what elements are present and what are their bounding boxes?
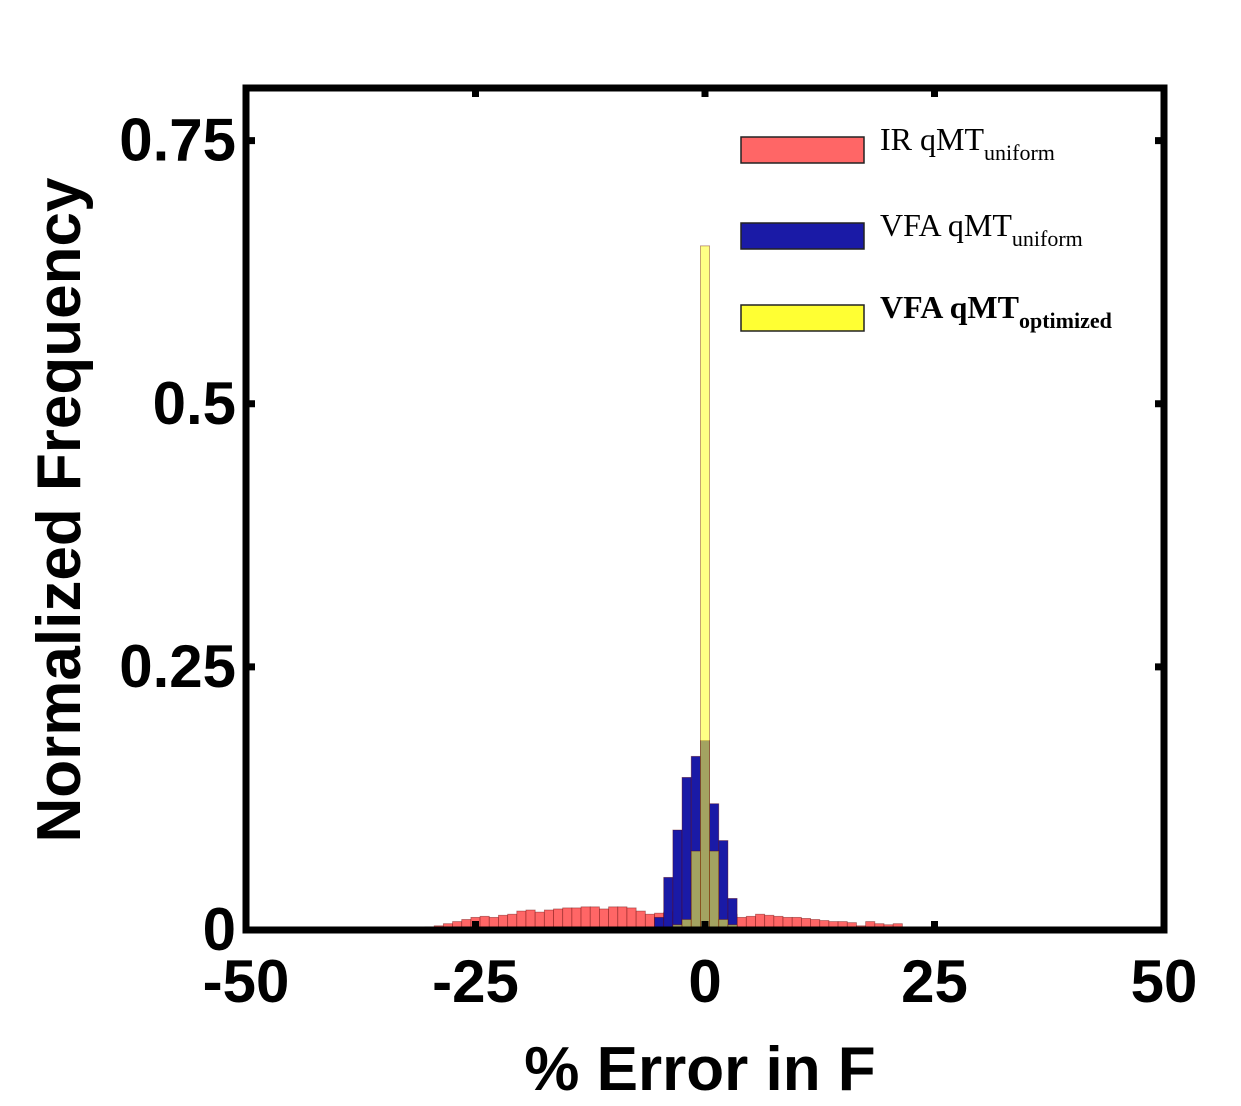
x-axis-title: % Error in F — [524, 1035, 875, 1104]
x-tick-label: 50 — [1131, 948, 1198, 1015]
y-axis-title: Normalized Frequency — [25, 177, 94, 842]
x-tick-label: 0 — [688, 948, 721, 1015]
x-tick-label: -25 — [432, 948, 519, 1015]
bar — [672, 829, 683, 931]
x-tick-label: -50 — [203, 948, 290, 1015]
ticks-layer — [242, 88, 1168, 934]
bar — [718, 840, 729, 931]
legend-swatch — [740, 304, 865, 332]
bars-layer — [415, 245, 922, 931]
y-tick-label: 0.25 — [119, 633, 236, 700]
legend-label: IR qMTuniform — [880, 121, 1055, 165]
x-tick-label: 25 — [901, 948, 968, 1015]
legend-label: VFA qMTuniform — [880, 207, 1083, 251]
legend-label: VFA qMToptimized — [880, 289, 1112, 333]
y-tick-label: 0 — [203, 896, 236, 963]
legend-swatch — [740, 222, 865, 250]
tick-labels-layer: -50 -25 0 25 50 0 0.25 0.5 0.75 — [119, 107, 1197, 1015]
bar — [709, 850, 720, 931]
bar — [663, 876, 674, 931]
bar — [700, 245, 710, 931]
legend: IR qMTuniform VFA qMTuniform VFA qMToptimi… — [740, 121, 1112, 333]
legend-swatch — [740, 136, 865, 164]
bar — [681, 776, 692, 931]
bar — [690, 850, 701, 931]
y-tick-label: 0.75 — [119, 107, 236, 174]
y-tick-label: 0.5 — [153, 370, 236, 437]
